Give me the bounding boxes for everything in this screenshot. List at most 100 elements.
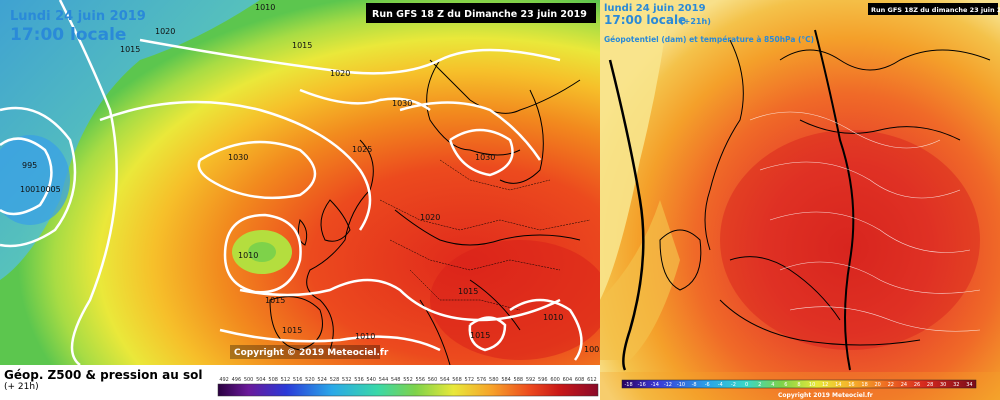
right-subtitle: Géopotentiel (dam) et température à 850h…: [604, 35, 814, 44]
right-copyright: Copyright 2019 Meteociel.fr: [778, 392, 873, 399]
scale-tick-label: 30: [940, 382, 946, 388]
scale-tick-label: 596: [538, 377, 548, 383]
isobar-label: 1015: [120, 45, 140, 54]
isobar-labels: 1010 1020 1015 1015 1020 1030 995 100100…: [20, 3, 600, 354]
scale-tick-label: 608: [575, 377, 585, 383]
scale-tick-label: 22: [888, 382, 894, 388]
scale-tick-label: 568: [452, 377, 462, 383]
heat-core: [430, 240, 600, 360]
scale-tick-label: -2: [731, 382, 736, 388]
isobar-label: 1010: [355, 332, 375, 341]
right-date: lundi 24 juin 2019: [604, 3, 706, 14]
run-title-box: [366, 3, 596, 23]
isobar-label: 1015: [282, 326, 302, 335]
scale-tick-label: 556: [416, 377, 426, 383]
right-map-svg: lundi 24 juin 2019 17:00 locale (+21h) G…: [600, 0, 1000, 400]
scale-tick-label: -6: [705, 382, 710, 388]
scale-tick-label: 528: [330, 377, 340, 383]
scale-tick-label: 544: [379, 377, 389, 383]
scale-tick-label: 12: [822, 382, 828, 388]
isobar-label: 1030: [392, 99, 412, 108]
scale-tick-label: 576: [477, 377, 487, 383]
scale-tick-label: 14: [835, 382, 841, 388]
geopotential-scale-bar: [217, 383, 599, 397]
isobar-label: 1020: [420, 213, 440, 222]
left-legend-label: Géop. Z500 & pression au sol (+ 21h): [4, 368, 202, 392]
scale-tick-label: 536: [354, 377, 364, 383]
isotherms: [749, 111, 981, 332]
left-map-panel: 1010 1020 1015 1015 1020 1030 995 100100…: [0, 0, 600, 397]
heat-plume: [720, 130, 980, 350]
isobar-label: 1030: [475, 153, 495, 162]
scale-tick-label: 496: [232, 377, 242, 383]
coastlines: [269, 59, 581, 366]
right-map-panel: lundi 24 juin 2019 17:00 locale (+21h) G…: [600, 0, 1000, 400]
left-copyright: Copyright © 2019 Meteociel.fr: [234, 348, 389, 358]
scale-tick-label: 572: [465, 377, 475, 383]
scale-tick-label: 540: [366, 377, 376, 383]
isobar-label: 1015: [470, 331, 490, 340]
isobar-label: 1020: [155, 27, 175, 36]
scale-tick-label: -18: [625, 382, 633, 388]
isobar-label: 10010005: [20, 185, 61, 194]
right-time-offset: (+21h): [680, 17, 711, 26]
scale-tick-label: 26: [914, 382, 920, 388]
scale-tick-label: 532: [342, 377, 352, 383]
scale-tick-label: -10: [677, 382, 685, 388]
scale-tick-label: -12: [664, 382, 672, 388]
isobar-label: 1005: [584, 345, 600, 354]
isobar-label: 1015: [458, 287, 478, 296]
scale-tick-label: 592: [526, 377, 536, 383]
isobar-label: 1010: [255, 3, 275, 12]
scale-tick-label: 612: [587, 377, 597, 383]
scale-tick-label: 604: [563, 377, 573, 383]
scale-tick-label: 28: [927, 382, 933, 388]
scale-tick-label: 548: [391, 377, 401, 383]
scale-tick-label: 492: [219, 377, 229, 383]
scale-tick-label: 0: [745, 382, 748, 388]
scale-tick-label: -4: [718, 382, 723, 388]
scale-tick-label: 580: [489, 377, 499, 383]
left-map-svg: 1010 1020 1015 1015 1020 1030 995 100100…: [0, 0, 600, 397]
geopotential-scale-ticks: 492 496 500 504 508 512 516 520 524 528 532 536 540 5…: [219, 377, 596, 383]
scale-tick-label: 34: [966, 382, 972, 388]
right-map-background: [600, 0, 1000, 400]
scale-tick-label: 552: [403, 377, 413, 383]
legend-subtitle: (+ 21h): [4, 382, 39, 392]
scale-tick-label: 512: [281, 377, 291, 383]
scale-tick-label: 32: [953, 382, 959, 388]
scale-tick-label: -14: [651, 382, 659, 388]
scale-tick-label: 504: [256, 377, 266, 383]
scale-tick-label: 6: [784, 382, 787, 388]
left-date: Lundi 24 juin 2019: [10, 9, 146, 24]
cold-air-mass: [0, 0, 260, 280]
geopotential-contour-east: [814, 29, 855, 371]
isobar-label: 1025: [352, 145, 372, 154]
scale-tick-label: -8: [692, 382, 697, 388]
right-run-title-box: [868, 3, 998, 15]
scale-tick-label: 10: [809, 382, 815, 388]
geopotential-contour-west: [608, 59, 645, 371]
scale-tick-label: 516: [293, 377, 303, 383]
right-run-title: Run GFS 18Z du dimanche 23 juin 2019: [871, 6, 1000, 14]
scale-tick-label: 16: [848, 382, 854, 388]
left-time: 17:00 locale: [10, 25, 126, 45]
scale-tick-label: 520: [305, 377, 315, 383]
isobar-label: 1030: [228, 153, 248, 162]
right-time: 17:00 locale: [604, 13, 686, 27]
scale-tick-label: 24: [901, 382, 907, 388]
scale-tick-label: 524: [317, 377, 327, 383]
scale-tick-label: 600: [550, 377, 560, 383]
cool-atlantic-area: [600, 0, 670, 300]
isobars: [0, 0, 581, 365]
temperature-scale-bar: [621, 379, 977, 389]
isobar-label: 1020: [330, 69, 350, 78]
legend-title: Géop. Z500 & pression au sol: [4, 368, 203, 382]
temperature-scale-ticks: -18 -16 -14 -12 -10 -8 -6 -4 -2 0 2 4 6 8 10 12 14 16 18 20…: [625, 382, 973, 388]
right-coastlines: [659, 39, 991, 346]
scale-tick-label: 500: [244, 377, 254, 383]
country-borders: [379, 159, 591, 311]
scale-tick-label: 588: [514, 377, 524, 383]
scale-tick-label: 584: [501, 377, 511, 383]
scale-tick-label: -16: [638, 382, 646, 388]
